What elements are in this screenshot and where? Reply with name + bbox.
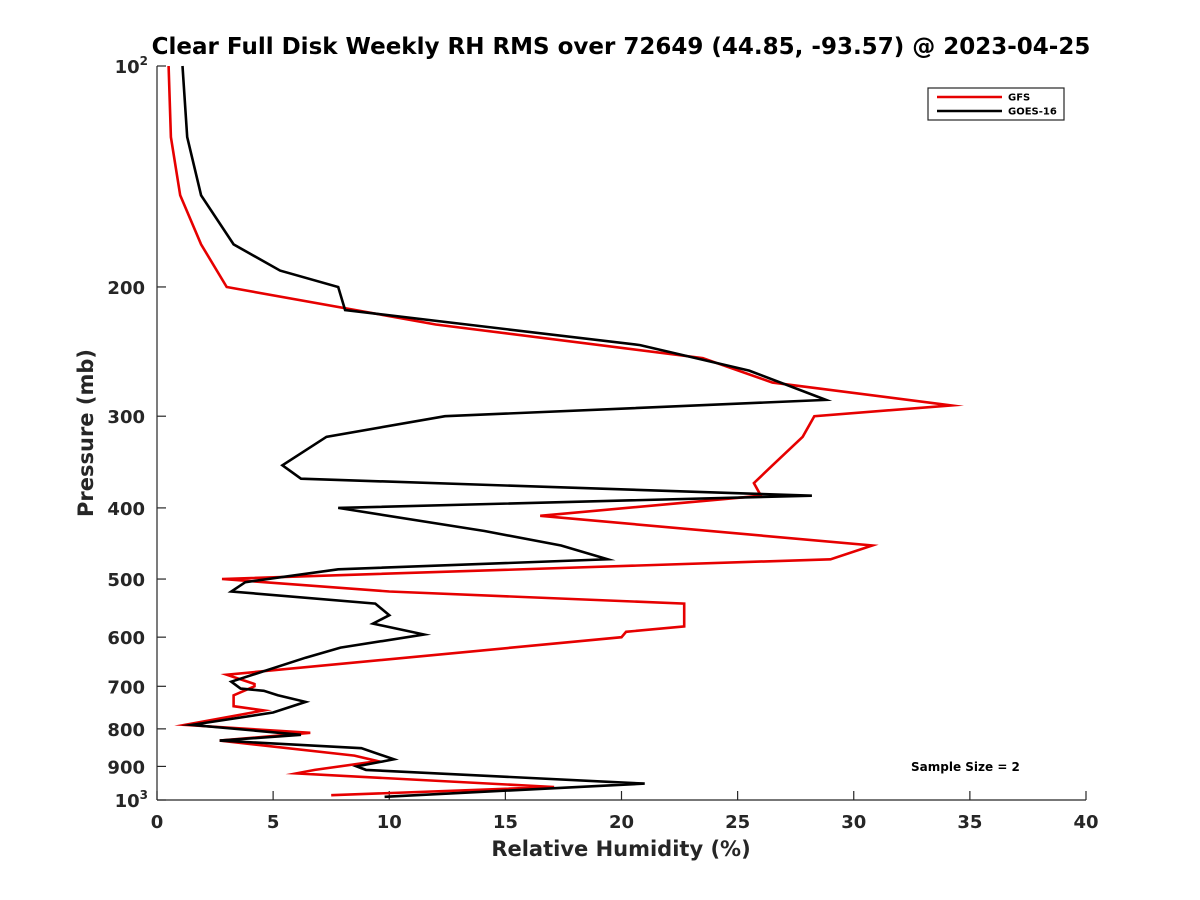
x-tick-label: 40 [1073, 812, 1098, 833]
x-tick-label: 5 [267, 812, 280, 833]
y-tick-label: 200 [107, 278, 145, 299]
x-tick-label: 15 [493, 812, 518, 833]
legend-label-gfs: GFS [1008, 93, 1030, 104]
y-tick-label: 102 [115, 54, 148, 78]
x-tick-label: 0 [151, 812, 164, 833]
x-tick-label: 20 [609, 812, 634, 833]
x-tick-label: 35 [957, 812, 982, 833]
y-tick-label: 800 [107, 720, 145, 741]
x-tick-label: 30 [841, 812, 866, 833]
y-tick-label: 400 [107, 499, 145, 520]
y-axis-label: Pressure (mb) [74, 349, 98, 517]
legend-label-goes-16: GOES-16 [1008, 107, 1057, 118]
x-tick-label: 25 [725, 812, 750, 833]
y-tick-label: 500 [107, 570, 145, 591]
x-axis-ticks: 0 5 10 15 20 25 30 35 40 [151, 791, 1099, 833]
legend: GFS GOES-16 [927, 87, 1065, 121]
x-tick-label: 10 [377, 812, 402, 833]
plot-area [157, 66, 1086, 800]
y-tick-label: 103 [115, 788, 148, 812]
y-tick-label: 300 [107, 407, 145, 428]
y-axis-ticks: 102 200 300 400 500 600 700 800 900 103 [107, 54, 166, 812]
y-tick-label: 900 [107, 757, 145, 778]
y-tick-label: 600 [107, 628, 145, 649]
series-layer [167, 65, 964, 799]
y-tick-label: 700 [107, 677, 145, 698]
chart-title: Clear Full Disk Weekly RH RMS over 72649… [152, 34, 1091, 60]
x-axis-label: Relative Humidity (%) [491, 837, 750, 861]
sample-size-annotation: Sample Size = 2 [911, 760, 1020, 774]
legend-box [927, 87, 1065, 121]
series-line-goes-16 [181, 65, 833, 799]
